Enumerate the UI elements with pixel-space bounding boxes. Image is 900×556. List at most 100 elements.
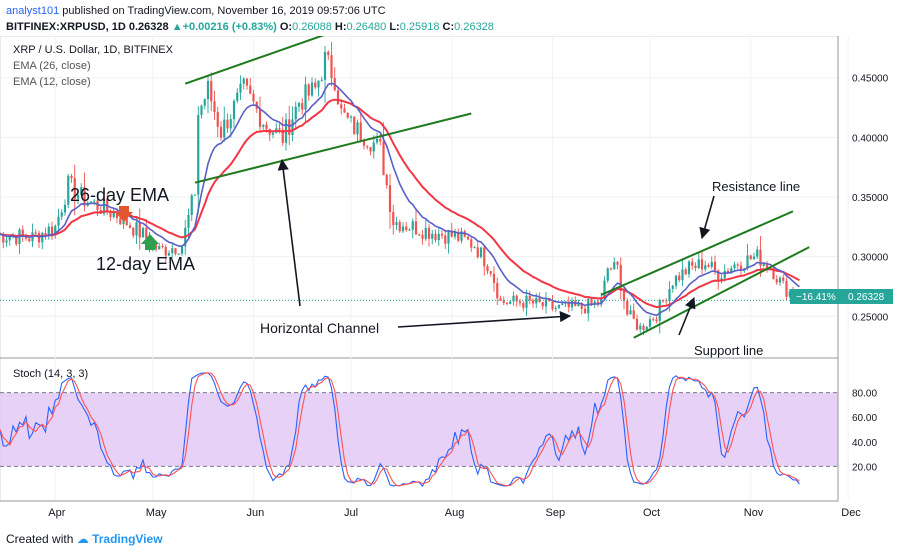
candle-body [96, 200, 99, 210]
chart-legend: XRP / U.S. Dollar, 1D, BITFINEX EMA (26,… [13, 44, 174, 88]
annotation-horizontal-channel: Horizontal Channel [260, 320, 379, 336]
author-link[interactable]: analyst101 [6, 5, 60, 17]
time-tick-label: Nov [744, 507, 764, 519]
candle-body [600, 298, 603, 305]
candle-body [590, 298, 593, 305]
candle-body [525, 295, 528, 308]
candle-body [694, 265, 697, 268]
candle-body [15, 235, 18, 245]
tradingview-brand[interactable]: TradingView [92, 532, 163, 546]
candle-body [785, 280, 788, 297]
high-value: 0.26480 [346, 21, 387, 33]
candle-body [385, 174, 388, 186]
candle-body [161, 246, 164, 248]
candle-body [678, 275, 681, 281]
price-tick-label: 0.30000 [852, 253, 889, 264]
candle-body [171, 248, 174, 254]
candle-body [307, 84, 310, 96]
candle-body [681, 269, 684, 281]
candle-body [619, 264, 622, 291]
candle-body [359, 122, 362, 141]
candle-body [730, 268, 733, 273]
candle-body [128, 225, 132, 228]
candle-body [249, 85, 252, 94]
last-price: 0.26328 [128, 21, 169, 33]
candle-body [320, 79, 323, 81]
candle-body [372, 142, 375, 152]
candle-body [518, 301, 522, 304]
legend-ema12: EMA (12, close) [13, 76, 91, 88]
candle-body [551, 301, 554, 310]
candle-body [197, 115, 200, 195]
candle-body [294, 106, 297, 120]
support-line [633, 246, 810, 339]
time-tick-label: Jul [344, 507, 358, 519]
candle-body [21, 229, 24, 236]
candle-body [528, 295, 531, 301]
stoch-d-line [0, 372, 800, 487]
candle-body [421, 234, 424, 239]
candle-body [288, 119, 291, 135]
candle-body [167, 253, 171, 256]
candle-body [219, 126, 223, 138]
candle-body [63, 204, 67, 213]
candle-body [252, 93, 255, 102]
annotation-ema26: 26-day EMA [70, 185, 169, 205]
candle-body [626, 300, 629, 315]
candle-body [375, 138, 379, 143]
price-tick-label: 0.45000 [852, 74, 889, 85]
candle-body [674, 275, 678, 286]
candle-body [304, 84, 307, 110]
price-tick-label: 0.25000 [852, 312, 889, 323]
ema12-line [0, 82, 800, 317]
time-tick-label: Oct [643, 507, 660, 519]
time-tick-label: Apr [48, 507, 65, 519]
candle-body [83, 187, 86, 206]
candle-body [723, 270, 726, 279]
candle-body [476, 247, 479, 258]
red-down-arrow-icon [115, 206, 133, 222]
candle-body [180, 246, 184, 254]
publish-info: published on TradingView.com, November 1… [62, 5, 386, 17]
ema-lines [0, 82, 838, 317]
candle-body [125, 214, 128, 226]
candle-body [765, 263, 769, 269]
candle-body [245, 78, 249, 86]
candle-body [700, 259, 704, 270]
candle-body [470, 239, 473, 248]
candle-body [2, 234, 5, 243]
arrow-channel-right [397, 311, 572, 328]
candle-body [291, 119, 294, 135]
candle-body [632, 310, 635, 319]
candle-body [447, 230, 450, 244]
candle-body [535, 298, 538, 304]
stoch-tick-label: 80.00 [852, 389, 877, 400]
candle-body [466, 236, 470, 240]
candles [0, 42, 801, 335]
candle-body [541, 302, 544, 307]
candle-body [444, 235, 447, 244]
candle-body [557, 304, 561, 308]
arrow-support [678, 296, 696, 336]
candle-body [434, 233, 437, 241]
candle-body [70, 175, 73, 179]
open-value: 0.26088 [292, 21, 332, 33]
price-chart[interactable]: 0.45000 0.40000 0.35000 0.30000 0.25000 Apr Ma… [0, 36, 900, 526]
candle-body [258, 108, 262, 127]
candle-body [34, 232, 37, 234]
candle-body [216, 112, 219, 127]
annotations: 26-day EMA 12-day EMA Horizontal Channel… [70, 158, 800, 358]
candle-body [496, 282, 499, 299]
candle-body [154, 242, 158, 250]
candle-body [57, 216, 60, 226]
candle-body [762, 263, 765, 266]
candle-body [759, 249, 762, 266]
candle-body [544, 299, 548, 307]
candle-body [687, 261, 691, 275]
stoch-label: Stoch (14, 3, 3) [13, 368, 88, 380]
annotation-resistance: Resistance line [712, 179, 800, 194]
candle-body [512, 295, 515, 302]
candle-body [489, 271, 492, 274]
candle-body [323, 51, 327, 80]
candle-body [392, 211, 395, 226]
